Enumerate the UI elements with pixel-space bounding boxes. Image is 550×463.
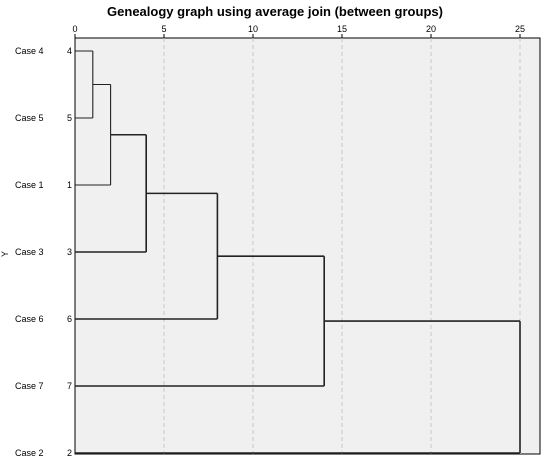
leaf-case-label: Case 3 <box>15 247 44 257</box>
leaf-case-label: Case 1 <box>15 180 44 190</box>
y-axis-label: Y <box>0 251 10 257</box>
chart-title: Genealogy graph using average join (betw… <box>107 4 443 19</box>
x-tick-label-20: 20 <box>426 24 436 34</box>
leaf-number-label: 6 <box>67 314 72 324</box>
leaf-labels: Case 4 4 Case 5 5 Case 1 1 Case 3 3 Case 6 6 Case … <box>15 46 72 458</box>
plot-area <box>74 37 541 455</box>
dendrogram-branches <box>75 50 521 454</box>
x-tick-label-5: 5 <box>161 24 166 34</box>
leaf-case-label: Case 4 <box>15 46 44 56</box>
x-tick-label-15: 15 <box>337 24 347 34</box>
x-axis-ticks: 0 5 10 15 20 25 <box>72 24 525 38</box>
leaf-number-label: 2 <box>67 448 72 458</box>
leaf-number-label: 1 <box>67 180 72 190</box>
x-tick-label-0: 0 <box>72 24 77 34</box>
leaf-number-label: 4 <box>67 46 72 56</box>
leaf-case-label: Case 2 <box>15 448 44 458</box>
leaf-number-label: 3 <box>67 247 72 257</box>
x-tick-label-10: 10 <box>248 24 258 34</box>
leaf-number-label: 7 <box>67 381 72 391</box>
leaf-case-label: Case 6 <box>15 314 44 324</box>
leaf-case-label: Case 7 <box>15 381 44 391</box>
leaf-number-label: 5 <box>67 113 72 123</box>
leaf-case-label: Case 5 <box>15 113 44 123</box>
x-tick-label-25: 25 <box>515 24 525 34</box>
